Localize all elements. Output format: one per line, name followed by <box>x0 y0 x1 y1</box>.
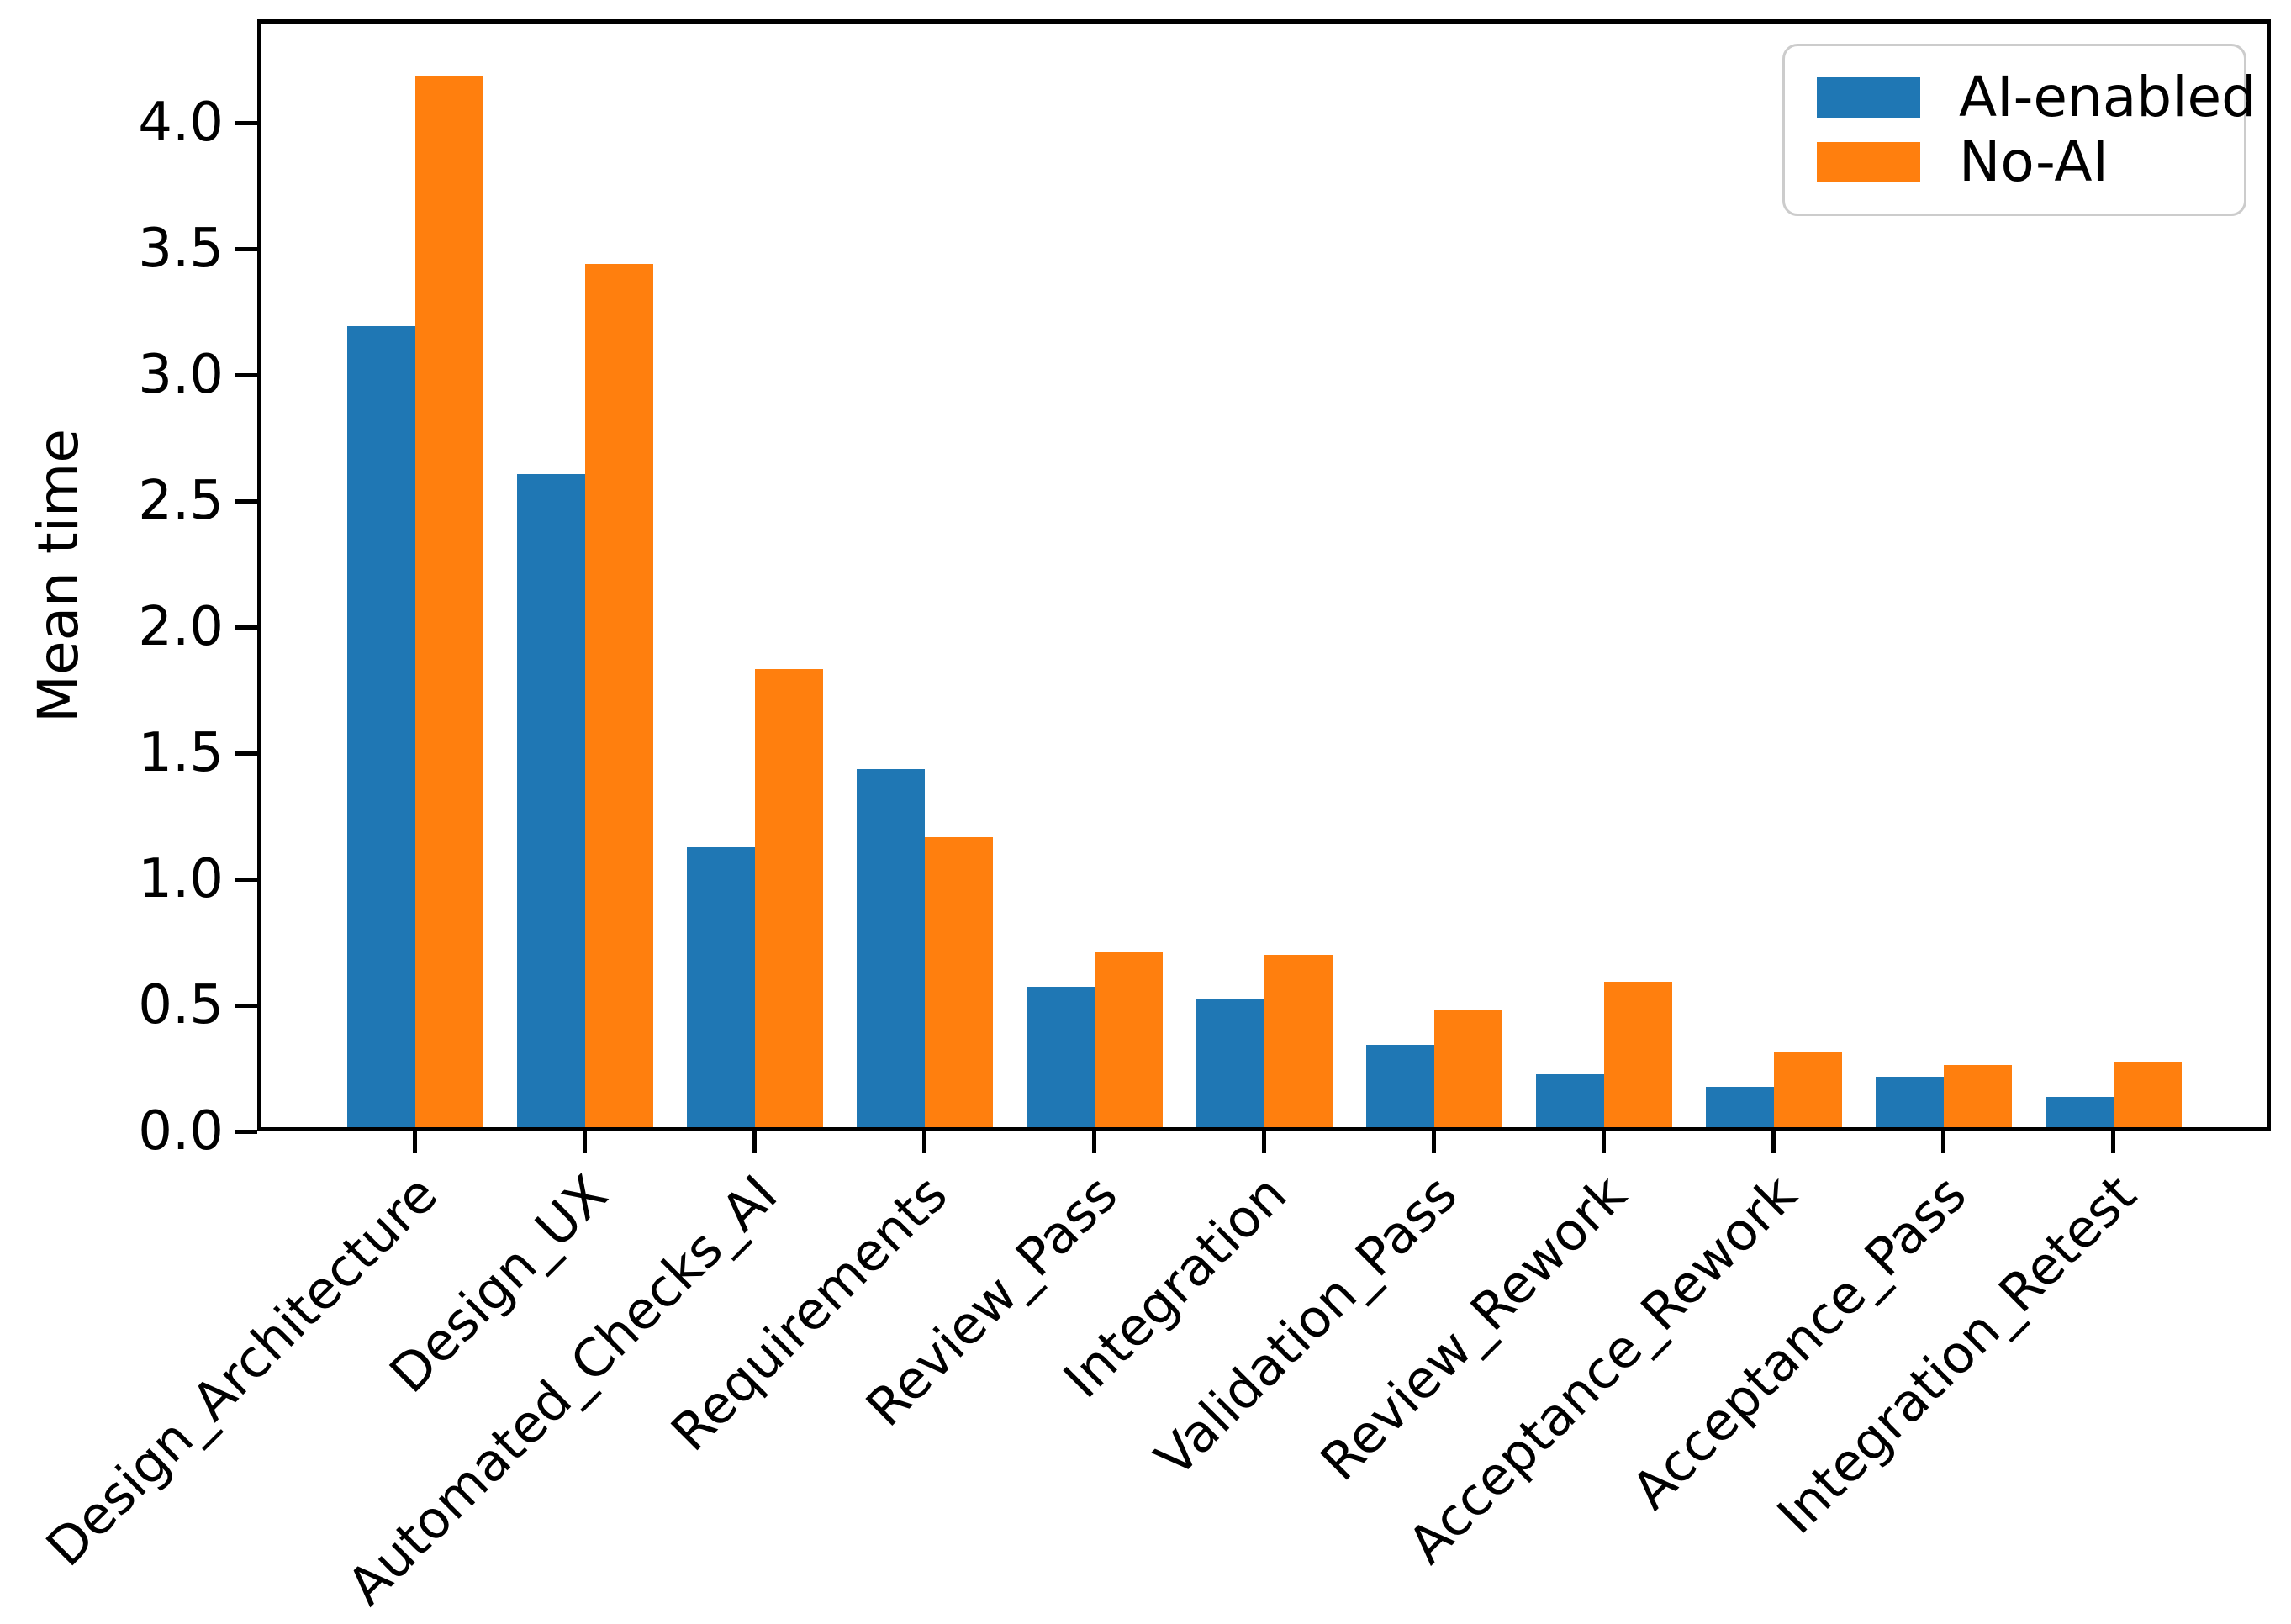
bar-ai-enabled-acceptance_rework <box>1706 1087 1774 1127</box>
legend-swatch-no-ai <box>1817 142 1920 183</box>
bar-ai-enabled-automated_checks_ai <box>687 847 755 1127</box>
bar-no-ai-validation_pass <box>1434 1010 1502 1127</box>
x-tick-label: Validation_Pass <box>1143 1163 1469 1489</box>
bar-no-ai-acceptance_pass <box>1944 1065 2012 1127</box>
bar-no-ai-design_architecture <box>415 76 483 1127</box>
y-tick-label: 1.0 <box>138 848 224 910</box>
bar-ai-enabled-review_rework <box>1536 1074 1604 1127</box>
y-tick <box>235 499 257 504</box>
y-tick <box>235 751 257 756</box>
y-tick <box>235 1004 257 1008</box>
x-tick <box>1432 1131 1436 1153</box>
y-tick <box>235 247 257 251</box>
y-tick-label: 4.0 <box>138 92 224 154</box>
legend-label-no-ai: No-AI <box>1959 129 2109 195</box>
bar-no-ai-integration_retest <box>2114 1062 2182 1127</box>
y-tick <box>235 121 257 125</box>
x-tick <box>413 1131 417 1153</box>
bar-ai-enabled-integration_retest <box>2046 1097 2114 1127</box>
legend-label-ai-enabled: AI-enabled <box>1959 64 2257 129</box>
y-tick-label: 1.5 <box>138 722 224 784</box>
bar-no-ai-acceptance_rework <box>1774 1052 1842 1127</box>
y-axis-label: Mean time <box>26 429 91 723</box>
bar-no-ai-requirements <box>925 837 993 1127</box>
y-tick <box>235 878 257 882</box>
legend: AI-enabled No-AI <box>1782 44 2257 216</box>
y-tick <box>235 1130 257 1134</box>
y-tick <box>235 625 257 630</box>
bar-ai-enabled-design_architecture <box>347 326 415 1127</box>
x-tick <box>1262 1131 1266 1153</box>
legend-item-no-ai: No-AI <box>1817 134 2212 190</box>
y-tick <box>235 373 257 377</box>
bar-ai-enabled-validation_pass <box>1366 1045 1434 1127</box>
bar-ai-enabled-integration <box>1196 999 1264 1127</box>
x-tick <box>1941 1131 1945 1153</box>
x-tick <box>583 1131 587 1153</box>
x-tick <box>1602 1131 1606 1153</box>
x-tick <box>922 1131 926 1153</box>
x-tick <box>752 1131 757 1153</box>
y-tick-label: 0.0 <box>138 1100 224 1163</box>
y-tick-label: 2.5 <box>138 470 224 532</box>
x-tick <box>1771 1131 1776 1153</box>
x-tick <box>1092 1131 1096 1153</box>
y-tick-label: 3.5 <box>138 218 224 280</box>
bar-ai-enabled-acceptance_pass <box>1876 1077 1944 1127</box>
bar-ai-enabled-design_ux <box>517 474 585 1127</box>
legend-item-ai-enabled: AI-enabled <box>1817 69 2257 125</box>
bar-no-ai-integration <box>1264 955 1333 1127</box>
y-tick-label: 3.0 <box>138 344 224 406</box>
y-tick-label: 0.5 <box>138 974 224 1036</box>
bar-ai-enabled-review_pass <box>1027 987 1095 1127</box>
bar-no-ai-review_pass <box>1095 952 1163 1127</box>
bar-no-ai-review_rework <box>1604 982 1672 1127</box>
x-tick-label: Review_Rework <box>1308 1163 1639 1493</box>
bar-no-ai-design_ux <box>585 264 653 1127</box>
x-tick-label: Design_Architecture <box>34 1163 450 1579</box>
bar-no-ai-automated_checks_ai <box>755 669 823 1127</box>
y-tick-label: 2.0 <box>138 596 224 658</box>
x-tick <box>2111 1131 2115 1153</box>
legend-swatch-ai-enabled <box>1817 76 1920 118</box>
bar-ai-enabled-requirements <box>857 769 925 1127</box>
